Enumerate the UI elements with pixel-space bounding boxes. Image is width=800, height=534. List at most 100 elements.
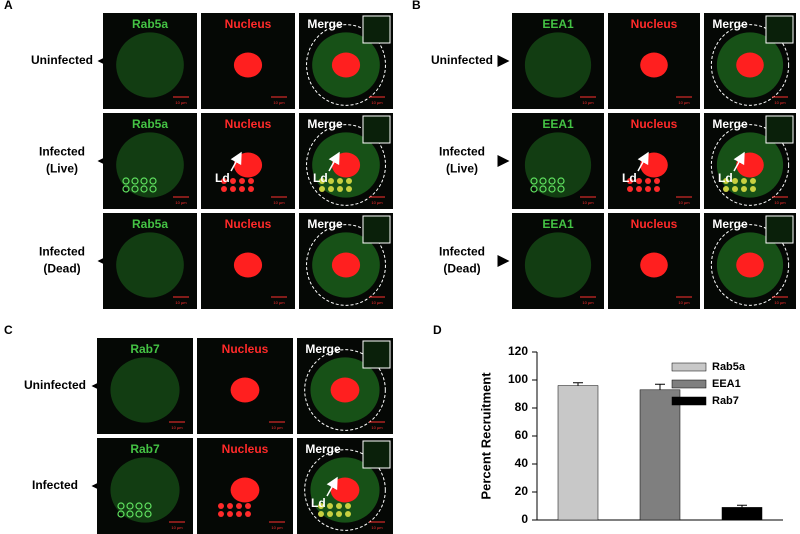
parasite bbox=[645, 178, 651, 184]
cell-outline bbox=[306, 124, 386, 206]
cell-nucleus bbox=[331, 152, 361, 178]
scale-label: 10 µm bbox=[371, 525, 383, 530]
parasite bbox=[318, 511, 324, 517]
parasite bbox=[741, 178, 747, 184]
row-label: (Live) bbox=[46, 162, 78, 176]
column-header: Rab5a bbox=[132, 217, 168, 231]
vesicle bbox=[557, 177, 565, 185]
scale-label: 10 µm bbox=[273, 300, 285, 305]
parasite bbox=[723, 186, 729, 192]
scale-label: 10 µm bbox=[175, 300, 187, 305]
parasite bbox=[218, 511, 224, 517]
parasite bbox=[236, 503, 242, 509]
vesicle bbox=[548, 177, 556, 185]
legend-swatch bbox=[671, 379, 707, 389]
error-bar bbox=[737, 504, 747, 508]
cell-nucleus bbox=[640, 252, 668, 278]
column-header: Nucleus bbox=[631, 217, 678, 231]
ld-arrow bbox=[230, 151, 242, 172]
parasite bbox=[221, 178, 227, 184]
parasite bbox=[337, 178, 343, 184]
ld-label: Ld bbox=[215, 171, 230, 185]
ld-label: Ld bbox=[311, 496, 326, 510]
cell-nucleus bbox=[233, 52, 263, 78]
ld-label: Ld bbox=[313, 171, 328, 185]
panel-label: D bbox=[433, 323, 442, 337]
scale-label: 10 µm bbox=[371, 300, 383, 305]
parasite bbox=[346, 178, 352, 184]
inset bbox=[765, 215, 794, 244]
vesicle bbox=[539, 177, 547, 185]
vesicle bbox=[140, 185, 148, 193]
parasite bbox=[239, 186, 245, 192]
parasite bbox=[732, 178, 738, 184]
column-header: Merge bbox=[305, 342, 341, 356]
scale-label: 10 µm bbox=[371, 200, 383, 205]
parasite bbox=[337, 186, 343, 192]
cell-nucleus bbox=[233, 152, 263, 178]
parasite bbox=[636, 186, 642, 192]
cell-nucleus bbox=[233, 252, 263, 278]
parasite bbox=[227, 503, 233, 509]
scale-label: 10 µm bbox=[774, 300, 786, 305]
row-label: (Live) bbox=[446, 162, 478, 176]
cell-outline bbox=[304, 349, 386, 431]
ld-label: Ld bbox=[622, 171, 637, 185]
cell-body bbox=[116, 32, 184, 98]
row-label: (Dead) bbox=[43, 262, 80, 276]
parasite bbox=[245, 503, 251, 509]
row-label: Infected bbox=[439, 145, 485, 159]
vesicle bbox=[530, 177, 538, 185]
scale-label: 10 µm bbox=[273, 100, 285, 105]
scale-label: 10 µm bbox=[774, 200, 786, 205]
column-header: Nucleus bbox=[225, 17, 272, 31]
column-header: EEA1 bbox=[542, 17, 574, 31]
column-header: Merge bbox=[307, 17, 343, 31]
vesicle bbox=[548, 185, 556, 193]
vesicle bbox=[122, 185, 130, 193]
vesicle bbox=[126, 510, 134, 518]
column-header: Merge bbox=[712, 17, 748, 31]
parasite bbox=[327, 503, 333, 509]
parasite bbox=[345, 503, 351, 509]
scale-label: 10 µm bbox=[678, 100, 690, 105]
scale-label: 10 µm bbox=[271, 425, 283, 430]
scale-label: 10 µm bbox=[774, 100, 786, 105]
row-label: Infected bbox=[39, 145, 85, 159]
legend-swatch bbox=[671, 362, 707, 372]
ld-label: Ld bbox=[718, 171, 733, 185]
column-header: Nucleus bbox=[222, 442, 269, 456]
cell-body bbox=[110, 457, 180, 523]
column-header: Nucleus bbox=[631, 117, 678, 131]
column-header: Merge bbox=[307, 117, 343, 131]
cell-nucleus bbox=[230, 477, 260, 503]
parasite bbox=[750, 186, 756, 192]
ld-arrow bbox=[326, 476, 338, 497]
cell-body bbox=[116, 132, 184, 198]
parasite bbox=[221, 186, 227, 192]
vesicle bbox=[144, 502, 152, 510]
parasite bbox=[336, 511, 342, 517]
vesicle bbox=[149, 177, 157, 185]
vesicle bbox=[530, 185, 538, 193]
parasite bbox=[750, 178, 756, 184]
column-header: Nucleus bbox=[225, 217, 272, 231]
parasite bbox=[345, 511, 351, 517]
legend-label: Rab5a bbox=[712, 361, 746, 373]
parasite bbox=[346, 186, 352, 192]
vesicle bbox=[135, 502, 143, 510]
row-label: Uninfected bbox=[431, 53, 493, 67]
parasite bbox=[636, 178, 642, 184]
bar bbox=[721, 507, 763, 521]
column-header: EEA1 bbox=[542, 217, 574, 231]
vesicle bbox=[117, 510, 125, 518]
parasite bbox=[327, 511, 333, 517]
parasite bbox=[239, 178, 245, 184]
parasite bbox=[248, 186, 254, 192]
column-header: EEA1 bbox=[542, 117, 574, 131]
cell-nucleus bbox=[736, 152, 764, 178]
parasite bbox=[336, 503, 342, 509]
scale-label: 10 µm bbox=[582, 100, 594, 105]
vesicle bbox=[122, 177, 130, 185]
